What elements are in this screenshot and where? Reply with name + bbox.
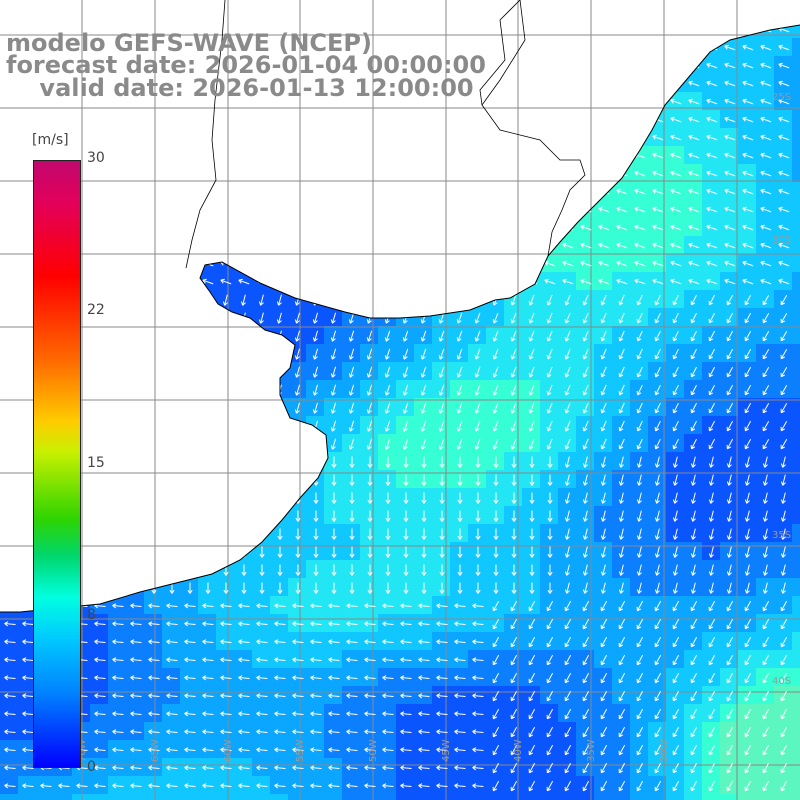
longitude-label: 40W [513,739,524,762]
colorbar-tick-30: 30 [87,150,105,166]
colorbar [33,160,81,768]
longitude-label: 50W [368,739,379,762]
coastline [0,24,800,613]
colorbar-tick-15: 15 [87,455,105,471]
forecast-date: forecast date: 2026-01-04 00:00:00 [6,51,486,79]
model-title: modelo GEFS-WAVE (NCEP) [6,29,372,57]
border-line-0 [185,0,226,269]
longitude-label: 30W [659,739,670,762]
longitude-label: 45W [441,739,452,762]
valid-date: valid date: 2026-01-13 12:00:00 [39,74,474,102]
latitude-label: 40S [772,676,791,687]
border-line-2 [479,0,521,106]
longitude-label: 35W [586,739,597,762]
colorbar-unit: [m/s] [32,132,69,148]
land-mass [0,0,800,612]
longitude-label: 60W [223,739,234,762]
border-line-1 [481,0,586,257]
latitude-label: 35S [772,530,791,541]
longitude-label: 70W [77,739,88,762]
colorbar-tick-8: 8 [87,607,96,623]
latitude-label: 30S [772,235,791,246]
colorbar-tick-0: 0 [87,759,96,775]
latitude-label: 25S [772,92,791,103]
longitude-label: 65W [150,739,161,762]
colorbar-tick-22: 22 [87,302,105,318]
longitude-label: 55W [295,739,306,762]
